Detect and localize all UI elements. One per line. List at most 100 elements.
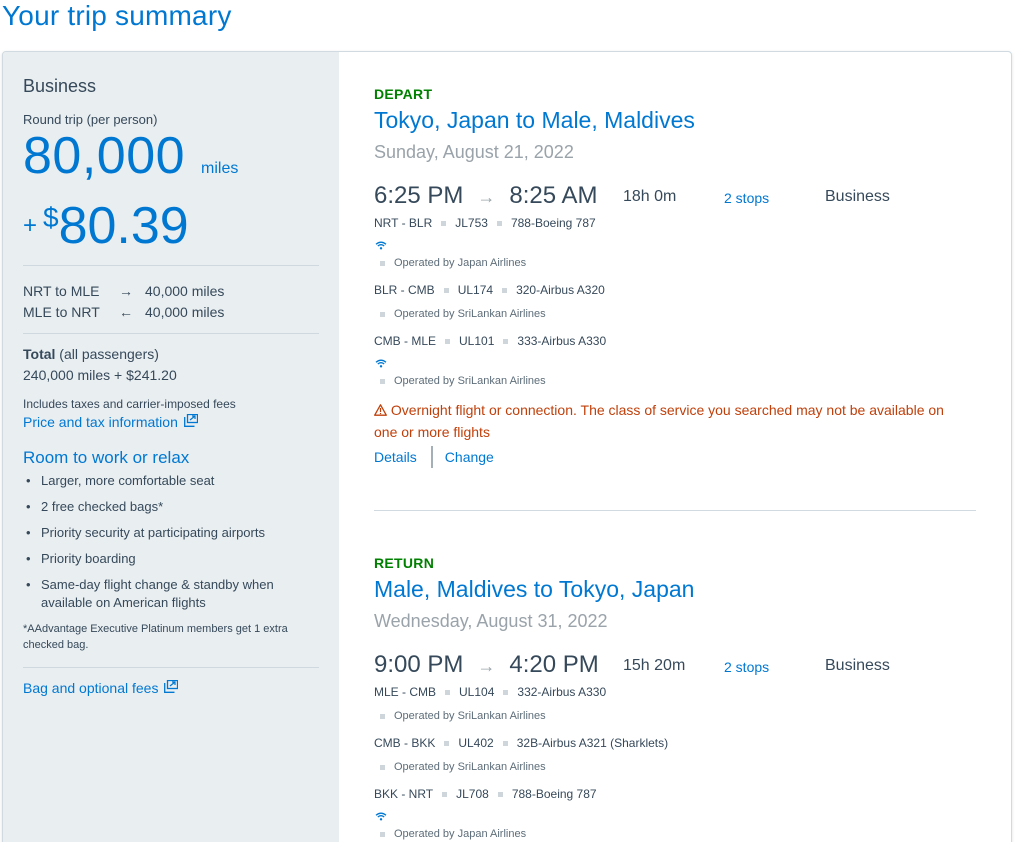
operated-by-text: Operated by SriLankan Airlines (394, 761, 546, 773)
price-amount: 80.39 (58, 197, 189, 255)
separator (380, 764, 385, 770)
cabin-label: Business (23, 76, 97, 96)
list-item: Same-day flight change & standby when av… (23, 576, 313, 612)
arrow-left-icon: ← (119, 304, 133, 320)
section-divider (374, 510, 976, 511)
separator (441, 220, 447, 226)
operated-by: Operated by Japan Airlines (380, 257, 526, 269)
overnight-warning: Overnight flight or connection. The clas… (374, 400, 964, 443)
leg-route: CMB - BKK (374, 736, 436, 750)
total-value: 240,000 miles + $241.20 (23, 367, 177, 383)
leg-aircraft: 32B-Airbus A321 (Sharklets) (516, 736, 669, 750)
footnote: *AAdvantage Executive Platinum members g… (23, 623, 288, 651)
trip-summary-card: Business Round trip (per person) 80,000 … (2, 51, 1012, 842)
leg-aircraft: 333-Airbus A330 (517, 334, 607, 348)
price-tax-info-label: Price and tax information (23, 414, 178, 430)
leg-aircraft: 788-Boeing 787 (511, 787, 597, 801)
price-sidebar: Business Round trip (per person) 80,000 … (3, 52, 339, 842)
total-heading: Total (23, 346, 56, 362)
cabin-class: Business (825, 657, 890, 674)
divider (23, 667, 319, 668)
total-label: Total (all passengers) (23, 346, 159, 362)
separator (497, 791, 503, 797)
operated-by-text: Operated by SriLankan Airlines (394, 375, 546, 387)
page-title: Your trip summary (2, 0, 232, 31)
departure-time: 9:00 PM (374, 651, 464, 678)
warning-icon (374, 401, 387, 422)
return-route: Male, Maldives to Tokyo, Japan (374, 576, 695, 602)
separator (443, 287, 449, 293)
bag-fees-label: Bag and optional fees (23, 680, 159, 696)
separator (496, 220, 502, 226)
leg-route: CMB - MLE (374, 334, 437, 348)
flight-duration: 15h 20m (623, 657, 686, 674)
arrow-right-icon: → (119, 283, 133, 299)
miles-price: 80,000 miles (23, 126, 238, 186)
flight-leg: CMB - BKK UL402 32B-Airbus A321 (Sharkle… (374, 736, 668, 750)
wifi-icon (375, 237, 387, 255)
separator (502, 287, 508, 293)
segment-row-outbound: NRT to MLE → 40,000 miles (23, 283, 224, 299)
departure-time: 6:25 PM (374, 182, 464, 209)
flight-leg: NRT - BLR JL753 788-Boeing 787 (374, 216, 596, 230)
leg-aircraft: 788-Boeing 787 (510, 216, 596, 230)
total-suffix: (all passengers) (55, 346, 159, 362)
operated-by: Operated by SriLankan Airlines (380, 308, 546, 320)
return-label: RETURN (374, 555, 435, 571)
segment-route: NRT to MLE (23, 283, 100, 299)
depart-times-row: 6:25 PM → 8:25 AM 18h 0m 2 stops Busines… (374, 182, 974, 210)
arrow-right-icon: → (477, 656, 496, 676)
perks-title: Room to work or relax (23, 448, 190, 467)
arrow-right-icon: → (477, 187, 496, 207)
depart-label: DEPART (374, 86, 433, 102)
leg-flight-number: JL753 (455, 216, 488, 230)
list-item: Priority boarding (23, 550, 313, 568)
separator (380, 831, 385, 837)
list-item: 2 free checked bags* (23, 498, 313, 516)
price-plus: + (23, 212, 38, 239)
action-separator (430, 446, 433, 468)
separator (380, 260, 385, 266)
separator (380, 713, 385, 719)
external-link-icon (164, 679, 179, 696)
bag-fees-link[interactable]: Bag and optional fees (23, 679, 179, 696)
includes-fees-text: Includes taxes and carrier-imposed fees (23, 397, 236, 411)
operated-by-text: Operated by SriLankan Airlines (394, 710, 546, 722)
cash-price: + $ 80.39 (23, 196, 189, 256)
leg-flight-number: UL174 (457, 283, 494, 297)
operated-by-text: Operated by Japan Airlines (394, 828, 527, 840)
operated-by: Operated by SriLankan Airlines (380, 375, 546, 387)
separator (503, 689, 509, 695)
leg-aircraft: 332-Airbus A330 (517, 685, 607, 699)
operated-by-text: Operated by SriLankan Airlines (394, 308, 546, 320)
leg-route: BLR - CMB (374, 283, 435, 297)
list-item: Priority security at participating airpo… (23, 524, 313, 542)
operated-by: Operated by Japan Airlines (380, 828, 526, 840)
list-item: Larger, more comfortable seat (23, 472, 313, 490)
details-link[interactable]: Details (374, 449, 417, 465)
leg-flight-number: UL101 (459, 334, 495, 348)
leg-flight-number: UL104 (459, 685, 495, 699)
price-currency: $ (43, 202, 59, 233)
flight-leg: CMB - MLE UL101 333-Airbus A330 (374, 334, 606, 348)
warning-text: Overnight flight or connection. The clas… (374, 402, 944, 440)
return-times-row: 9:00 PM → 4:20 PM 15h 20m 2 stops Busine… (374, 651, 974, 679)
change-link[interactable]: Change (444, 449, 494, 465)
miles-amount: 80,000 (23, 127, 186, 185)
stops-link[interactable]: 2 stops (724, 659, 770, 675)
stops-link[interactable]: 2 stops (724, 190, 770, 206)
operated-by: Operated by SriLankan Airlines (380, 710, 546, 722)
depart-date: Sunday, August 21, 2022 (374, 142, 574, 162)
arrival-time: 8:25 AM (509, 182, 598, 209)
leg-flight-number: JL708 (456, 787, 489, 801)
wifi-icon (375, 355, 387, 373)
flight-leg: BLR - CMB UL174 320-Airbus A320 (374, 283, 605, 297)
segment-row-return: MLE to NRT ← 40,000 miles (23, 304, 224, 320)
segment-route: MLE to NRT (23, 304, 100, 320)
leg-route: NRT - BLR (374, 216, 433, 230)
separator (445, 689, 451, 695)
price-tax-info-link[interactable]: Price and tax information (23, 413, 199, 430)
separator (380, 378, 385, 384)
segment-miles: 40,000 miles (145, 283, 225, 299)
round-trip-label: Round trip (per person) (23, 112, 158, 127)
